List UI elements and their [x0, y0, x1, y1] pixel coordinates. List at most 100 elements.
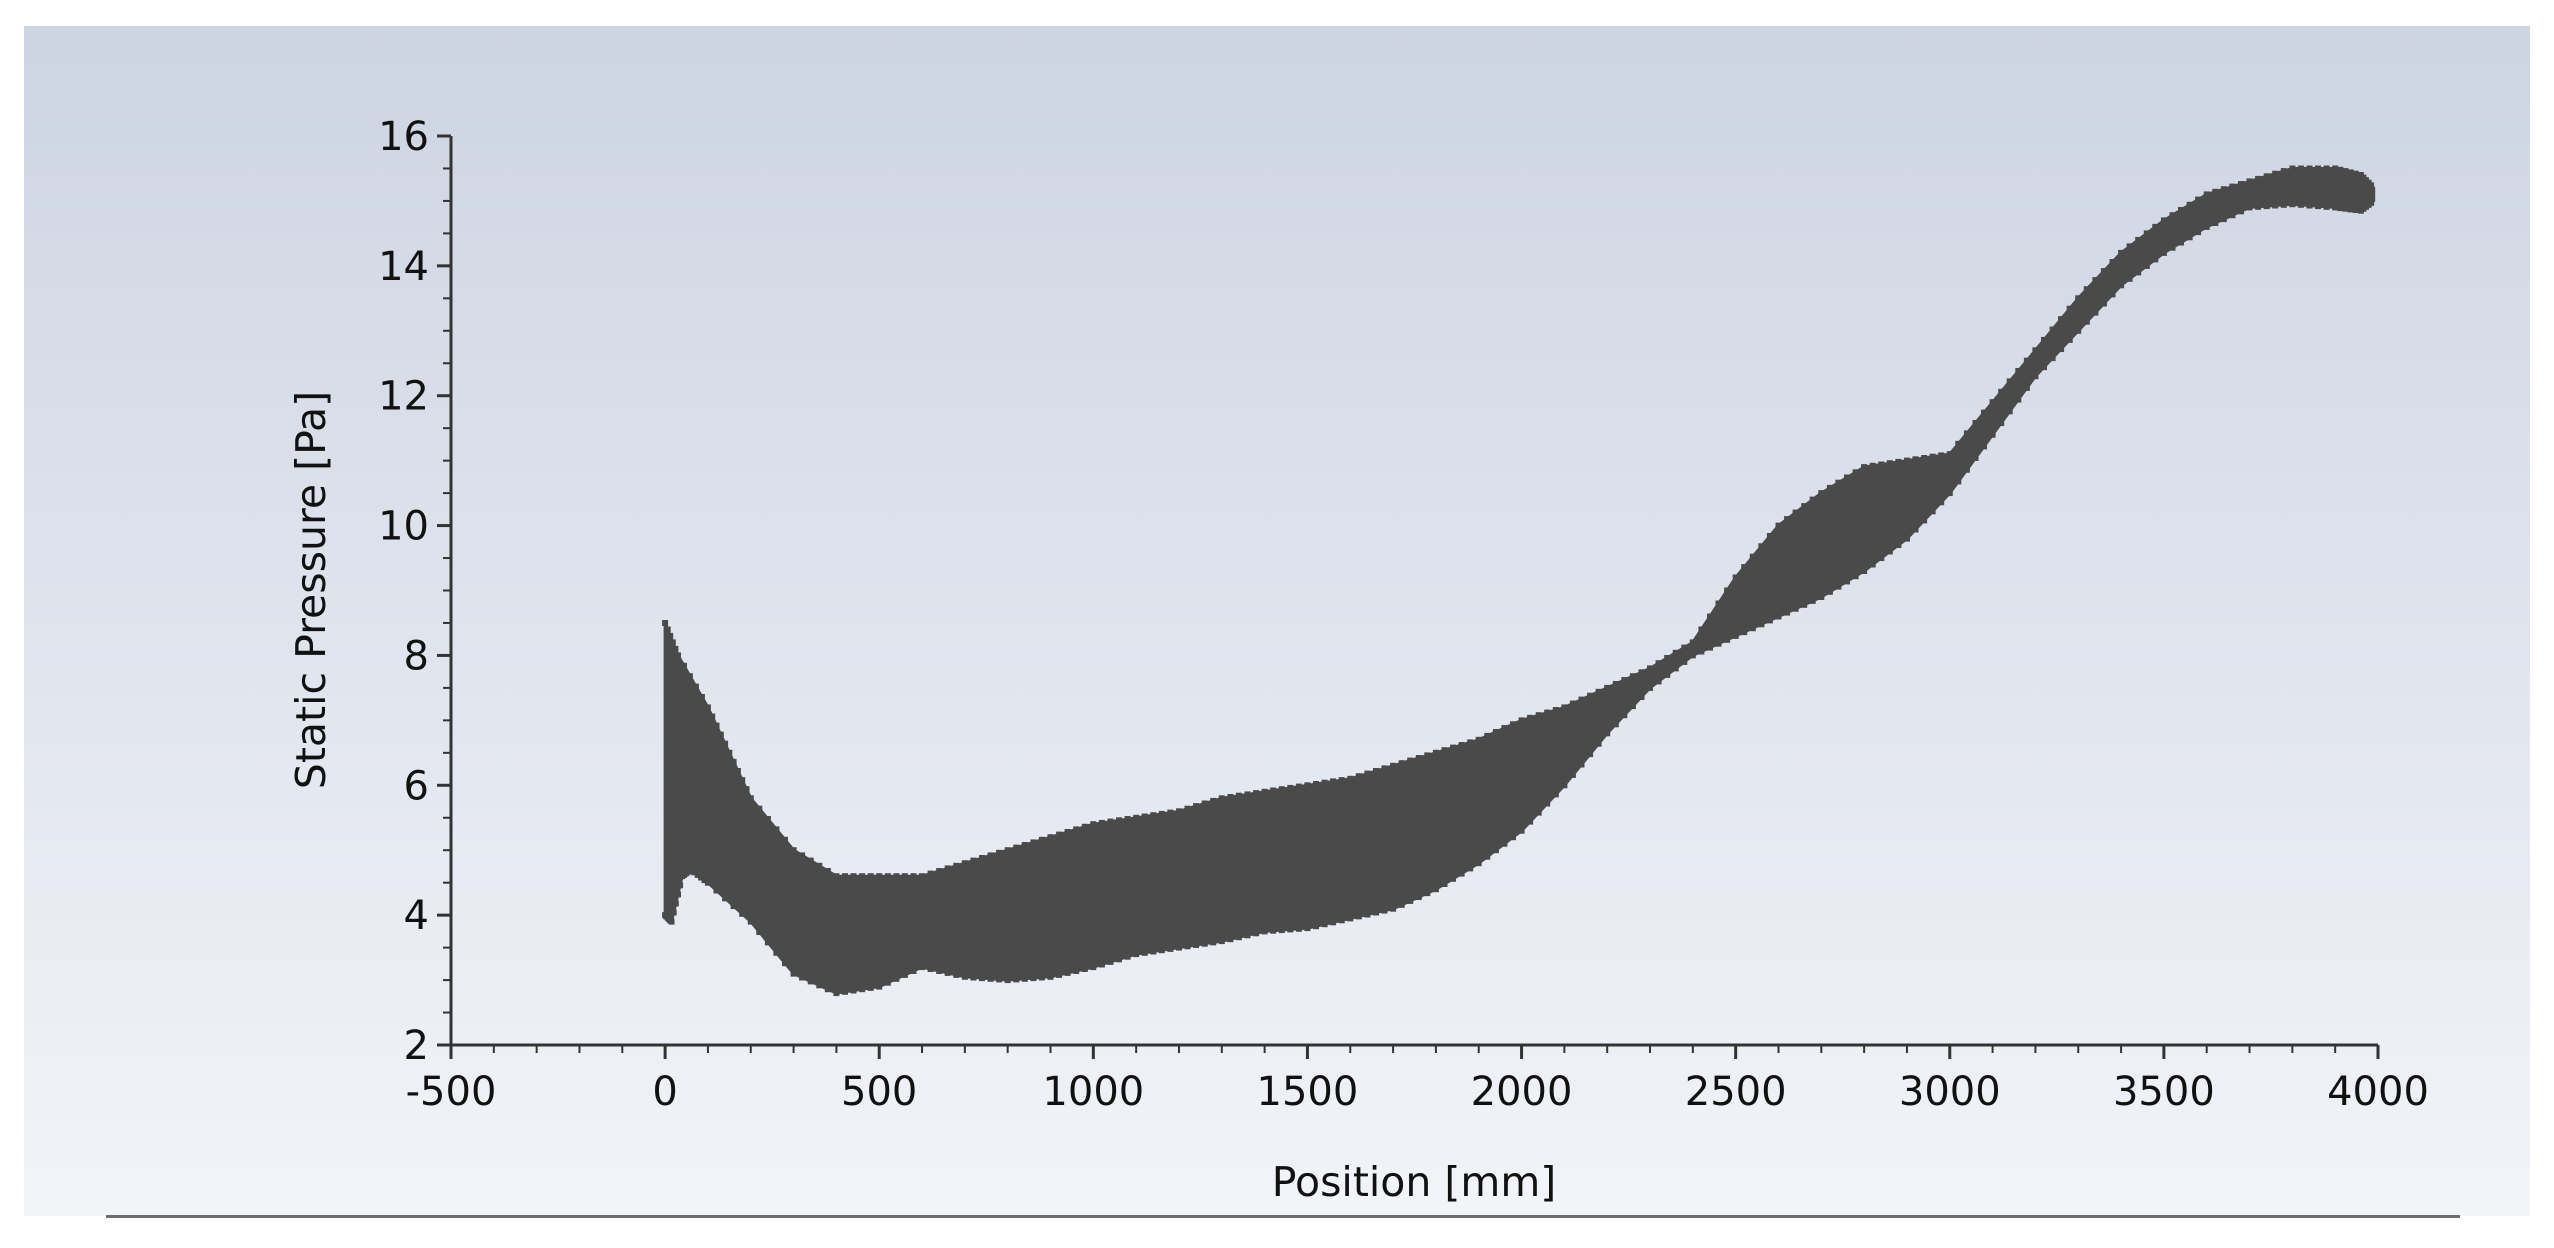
lower-point: [2075, 327, 2082, 334]
lower-point: [1047, 973, 1054, 980]
lower-point: [1141, 949, 1148, 956]
upper-point: [1938, 452, 1945, 459]
lower-point: [694, 871, 701, 878]
upper-point: [2347, 169, 2354, 176]
lower-point: [2092, 309, 2099, 316]
upper-point: [2186, 201, 2193, 208]
lower-point: [1278, 927, 1285, 934]
y-tick-label: 2: [404, 1023, 429, 1069]
lower-point: [1527, 818, 1534, 825]
lower-point: [1373, 909, 1379, 916]
upper-point: [2118, 249, 2125, 256]
upper-point: [1441, 747, 1448, 754]
upper-point: [1492, 729, 1499, 735]
upper-point: [987, 852, 994, 859]
x-tick-label: 3500: [2113, 1069, 2215, 1115]
upper-point: [2143, 230, 2150, 237]
upper-point: [1707, 613, 1713, 620]
lower-point: [1441, 881, 1448, 887]
upper-point: [1998, 388, 2005, 395]
upper-point: [672, 645, 679, 652]
upper-point: [842, 873, 848, 880]
upper-point: [1801, 503, 1808, 510]
lower-point: [1475, 860, 1482, 867]
upper-point: [1227, 794, 1234, 800]
lower-point: [1552, 791, 1559, 798]
lower-point: [2015, 396, 2022, 403]
upper-point: [1287, 784, 1294, 791]
lower-point: [677, 882, 684, 889]
plot-background: [24, 26, 2530, 1216]
upper-point: [1852, 469, 1859, 476]
upper-point: [919, 873, 925, 880]
upper-point: [2203, 191, 2210, 198]
upper-point: [2297, 165, 2304, 172]
lower-point: [1432, 886, 1439, 893]
lower-point: [2160, 249, 2167, 256]
upper-point: [2337, 166, 2344, 173]
lower-point: [747, 918, 754, 925]
lower-point: [996, 976, 1003, 983]
x-tick-label: 2500: [1685, 1069, 1787, 1115]
upper-point: [1861, 464, 1868, 471]
upper-point: [1295, 783, 1302, 790]
upper-point: [756, 805, 763, 812]
upper-point: [1732, 574, 1739, 581]
upper-point: [2368, 182, 2375, 189]
upper-point: [1561, 704, 1568, 711]
upper-point: [743, 786, 750, 793]
upper-point: [1038, 836, 1045, 843]
upper-point: [2342, 168, 2349, 175]
lower-point: [1921, 517, 1928, 524]
lower-point: [1535, 809, 1542, 816]
upper-point: [1621, 677, 1628, 684]
lower-point: [2212, 220, 2219, 226]
lower-point: [701, 877, 708, 884]
lower-point: [961, 973, 968, 980]
lower-point: [1484, 853, 1491, 860]
lower-point: [672, 900, 679, 907]
upper-point: [1715, 600, 1722, 607]
upper-point: [944, 865, 951, 872]
lower-point: [1004, 977, 1011, 984]
lower-point: [1904, 535, 1910, 542]
lower-point: [1895, 542, 1902, 548]
upper-point: [2126, 243, 2133, 250]
upper-point: [1381, 765, 1388, 772]
upper-point: [2169, 212, 2176, 219]
upper-point: [764, 816, 771, 822]
lower-point: [1792, 605, 1799, 612]
upper-point: [1612, 681, 1619, 687]
y-tick-label: 14: [378, 244, 429, 290]
upper-point: [698, 694, 705, 700]
upper-point: [1981, 409, 1987, 416]
upper-point: [979, 855, 985, 861]
lower-point: [675, 891, 681, 898]
upper-point: [1929, 453, 1936, 460]
lower-point: [1689, 652, 1696, 659]
lower-point: [1595, 740, 1602, 747]
lower-point: [2041, 364, 2047, 371]
lower-point: [910, 968, 917, 974]
upper-point: [1407, 757, 1414, 764]
upper-point: [1073, 826, 1080, 833]
upper-point: [662, 620, 669, 626]
lower-point: [1056, 971, 1063, 978]
lower-point: [1629, 703, 1636, 710]
lower-point: [1698, 648, 1705, 655]
upper-point: [2049, 326, 2056, 333]
lower-point: [1184, 943, 1191, 950]
upper-point: [1878, 461, 1885, 468]
lower-point: [2186, 234, 2193, 241]
lower-point: [1724, 636, 1731, 643]
lower-point: [2058, 346, 2065, 352]
upper-point: [1218, 795, 1225, 802]
upper-point: [2100, 268, 2107, 275]
lower-point: [1998, 420, 2005, 426]
upper-point: [1792, 509, 1799, 516]
lower-point: [2152, 256, 2159, 263]
upper-point: [901, 873, 908, 880]
upper-point: [1107, 818, 1114, 825]
upper-point: [876, 873, 883, 880]
